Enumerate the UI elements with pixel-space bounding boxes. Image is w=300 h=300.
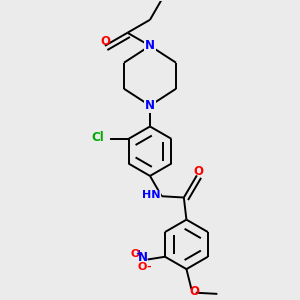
Text: O: O — [189, 285, 199, 298]
Text: N: N — [145, 99, 155, 112]
Text: O: O — [194, 165, 203, 178]
Text: N: N — [137, 251, 147, 264]
Text: O: O — [100, 35, 110, 48]
Text: HN: HN — [142, 190, 160, 200]
Text: O: O — [138, 262, 147, 272]
Text: +: + — [135, 249, 142, 258]
Text: O: O — [130, 249, 140, 259]
Text: Cl: Cl — [91, 131, 103, 144]
Text: N: N — [145, 39, 155, 52]
Text: -: - — [146, 262, 151, 272]
